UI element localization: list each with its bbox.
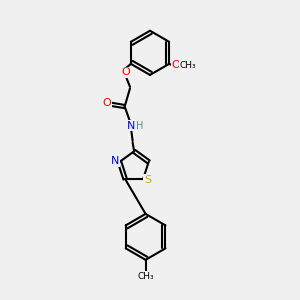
Text: N: N bbox=[127, 121, 135, 131]
Text: O: O bbox=[121, 67, 130, 77]
Text: S: S bbox=[144, 175, 151, 184]
Text: O: O bbox=[171, 60, 180, 70]
Text: O: O bbox=[102, 98, 111, 108]
Text: H: H bbox=[136, 121, 144, 131]
Text: N: N bbox=[111, 156, 120, 166]
Text: CH₃: CH₃ bbox=[180, 61, 196, 70]
Text: CH₃: CH₃ bbox=[137, 272, 154, 281]
